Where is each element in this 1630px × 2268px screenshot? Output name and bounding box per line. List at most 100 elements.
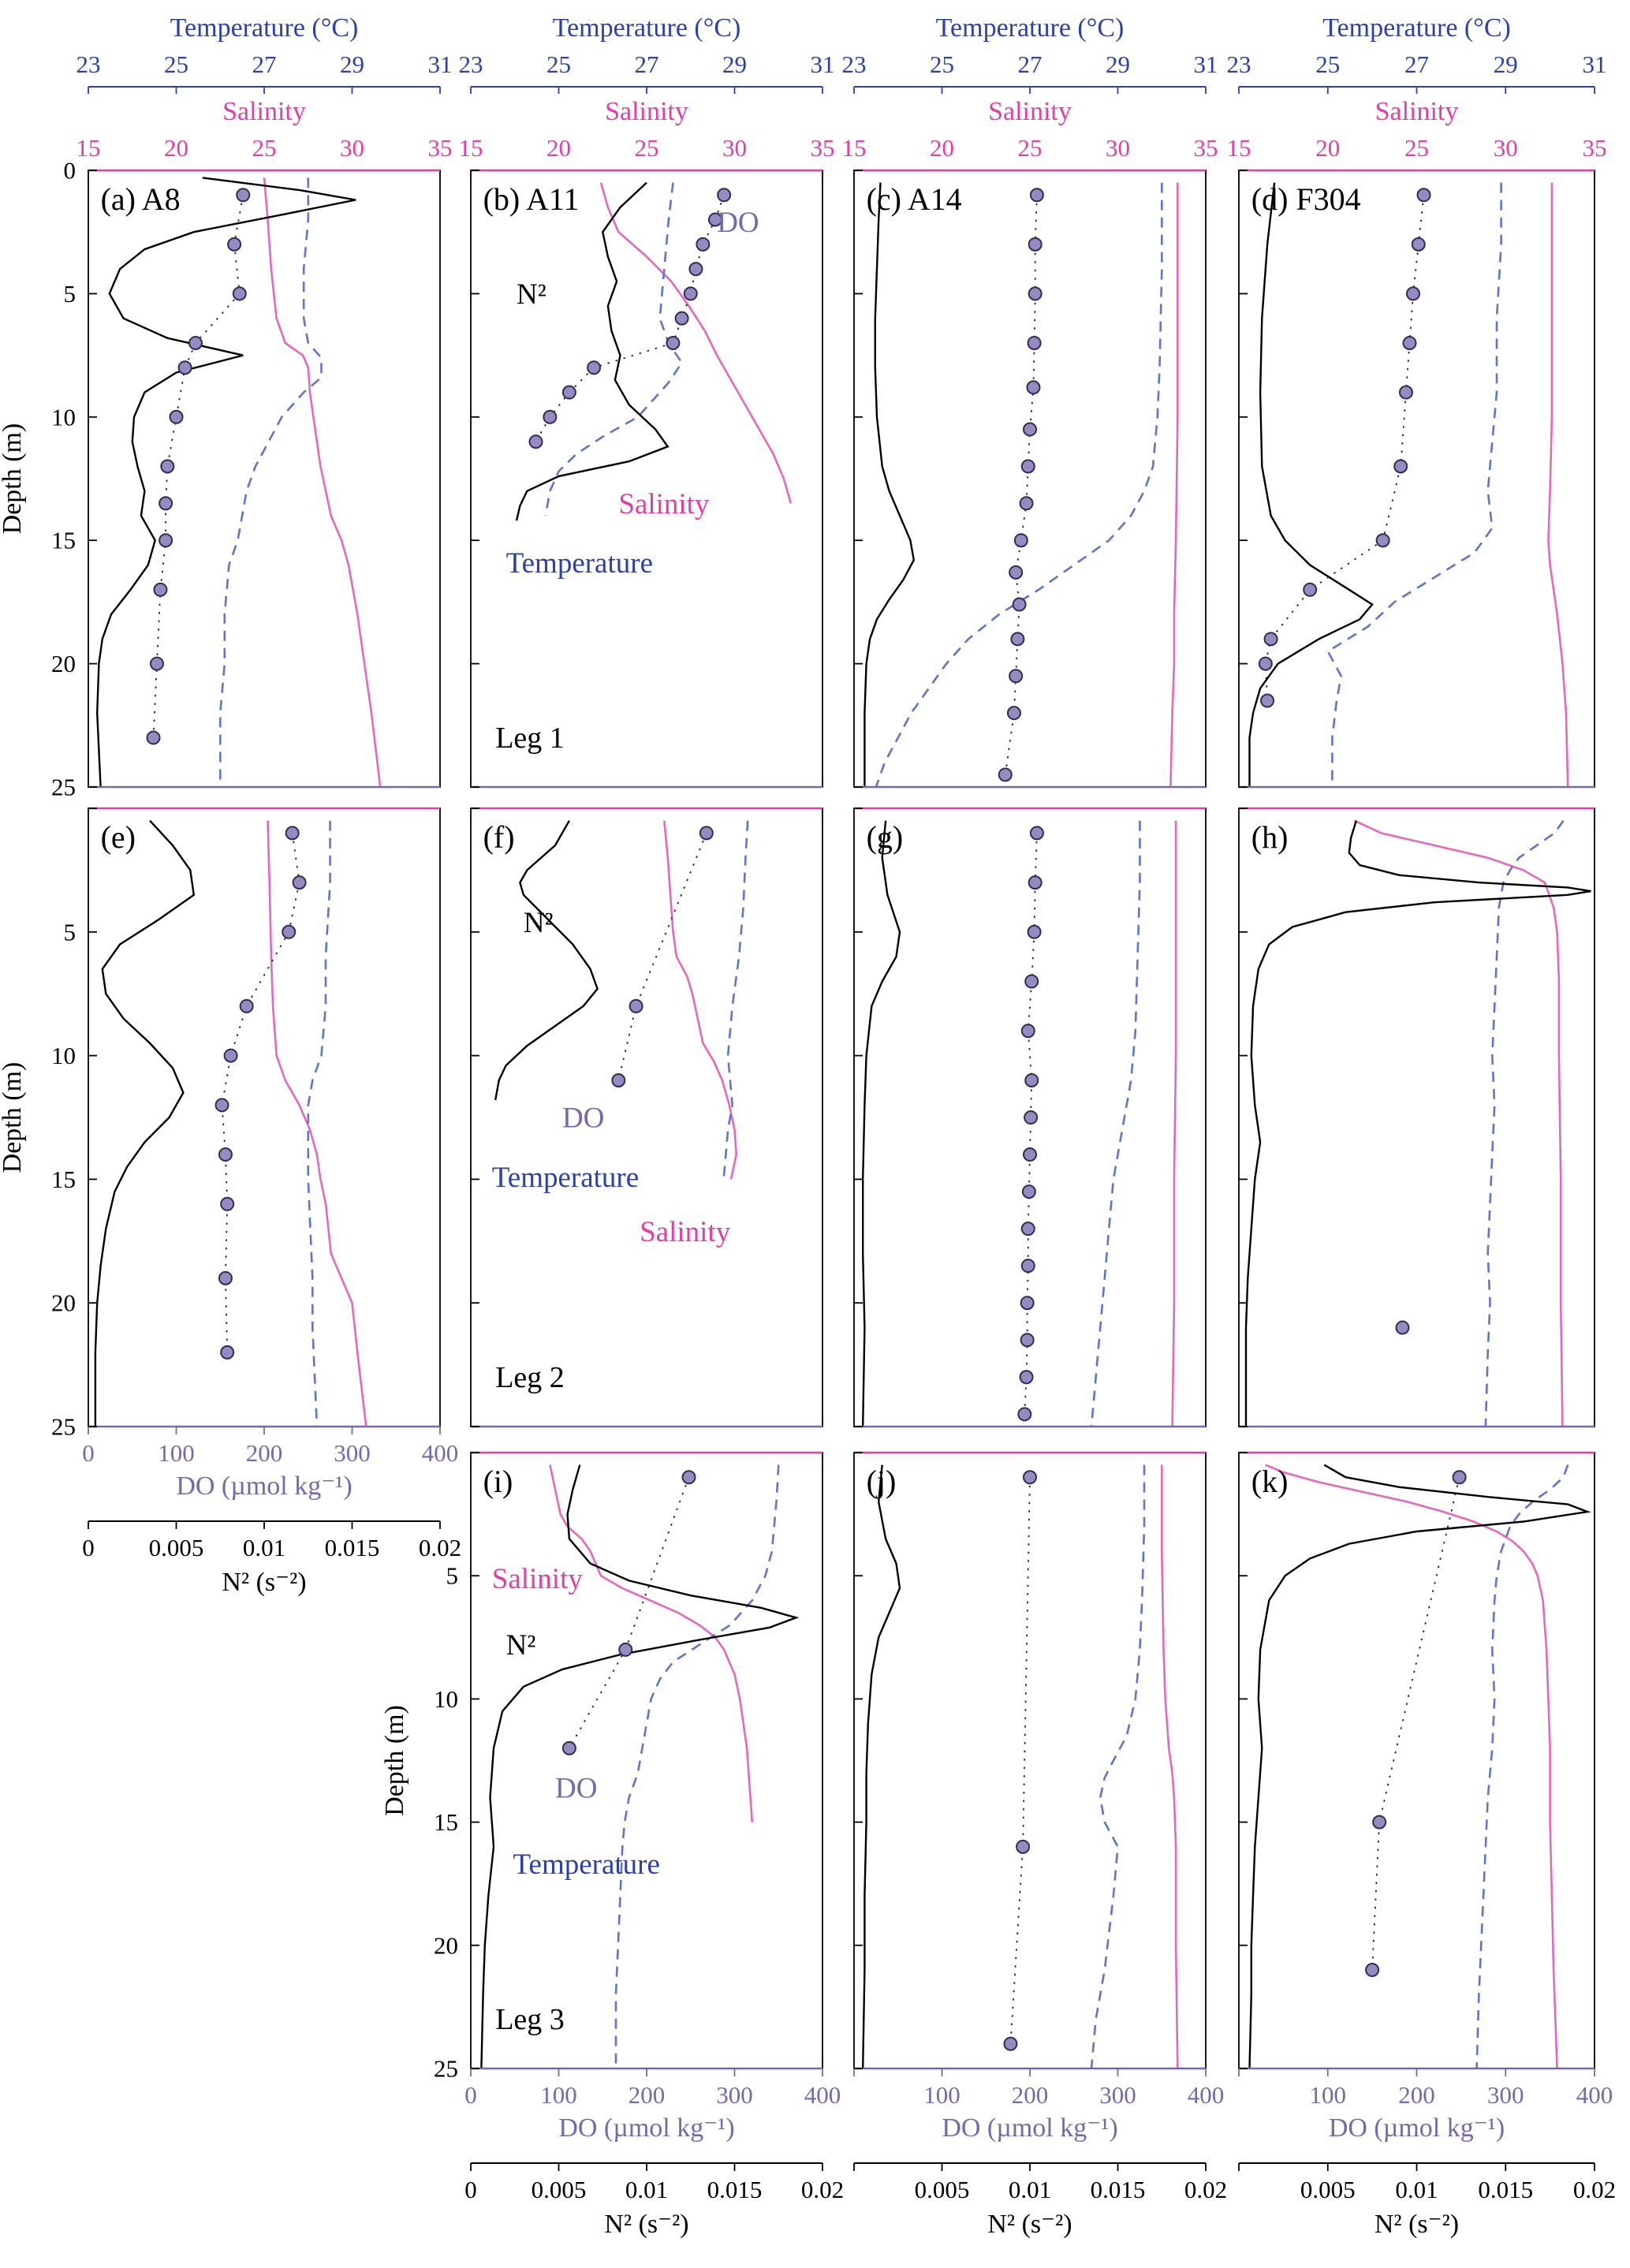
- do-tick-label: 100: [923, 2081, 960, 2109]
- temperature-tick-label: 23: [1227, 50, 1251, 78]
- salinity-tick-label: 35: [811, 134, 835, 162]
- do-point: [1365, 1963, 1380, 1978]
- n2-axis-title: N² (s⁻²): [604, 2210, 688, 2239]
- do-point: [618, 1642, 633, 1657]
- do-tick-label: 400: [804, 2081, 841, 2109]
- do-point: [688, 262, 703, 277]
- do-point: [1023, 1147, 1037, 1162]
- n2-line: [94, 819, 196, 1427]
- salinity-tick-label: 15: [1227, 134, 1251, 162]
- temperature-line: [1326, 182, 1502, 787]
- do-point: [528, 435, 543, 449]
- temperature-axis-title: Temperature (°C): [1322, 13, 1511, 43]
- n2-line: [1244, 820, 1591, 1427]
- temperature-line: [875, 182, 1163, 788]
- do-tick-label: 0: [82, 1439, 95, 1467]
- do-point: [1019, 1370, 1034, 1385]
- do-point: [218, 1147, 233, 1162]
- panel-label-b: (b) A11: [483, 181, 580, 217]
- do-point: [1009, 565, 1024, 580]
- temperature-tick-label: 25: [164, 50, 188, 78]
- do-point: [1019, 496, 1034, 511]
- panel-bg-j: [854, 1453, 1206, 2068]
- n2-tick-label: 0.005: [149, 1534, 204, 1561]
- annotation-temperature: Temperature: [506, 547, 653, 580]
- salinity-line: [549, 1464, 754, 1822]
- annotation-do: DO: [562, 1102, 604, 1135]
- depth-tick-label: 25: [434, 2055, 458, 2083]
- salinity-line: [663, 820, 738, 1180]
- salinity-line: [1354, 819, 1564, 1427]
- temperature-tick-label: 27: [252, 50, 277, 78]
- do-point: [159, 533, 173, 548]
- do-point: [1263, 632, 1278, 647]
- panel-bg-i: [471, 1453, 822, 2068]
- do-point: [1398, 385, 1413, 400]
- temperature-tick-label: 31: [1583, 50, 1607, 78]
- do-point: [611, 1072, 626, 1087]
- depth-tick-label: 5: [446, 1562, 459, 1590]
- salinity-line: [1169, 182, 1179, 788]
- temperature-axis-title: Temperature (°C): [553, 13, 741, 43]
- do-tick-label: 400: [422, 1439, 459, 1467]
- depth-axis-title: Depth (m): [380, 1705, 409, 1816]
- panel-bg-a: [88, 170, 440, 787]
- do-point: [1375, 533, 1390, 548]
- do-point: [1012, 597, 1027, 612]
- panel-label-i: (i): [483, 1464, 513, 1499]
- panel-label-f: (f): [483, 819, 515, 855]
- n2-line: [1248, 1464, 1591, 2069]
- do-point: [1411, 237, 1426, 252]
- do-point: [160, 459, 175, 474]
- do-point: [285, 826, 300, 841]
- do-axis-title: DO (µmol kg⁻¹): [942, 2113, 1117, 2143]
- n2-tick-label: 0.005: [915, 2176, 970, 2203]
- n2-axis-title: N² (s⁻²): [987, 2210, 1072, 2239]
- do-point: [699, 826, 714, 841]
- temperature-tick-label: 25: [546, 50, 571, 78]
- temperature-tick-label: 29: [1106, 50, 1130, 78]
- n2-tick-label: 0.01: [1009, 2176, 1051, 2203]
- n2-tick-label: 0.005: [532, 2176, 587, 2203]
- panel-label-k: (k): [1251, 1464, 1289, 1499]
- temperature-axis-title: Temperature (°C): [936, 13, 1125, 43]
- do-point: [1028, 286, 1043, 301]
- do-point: [1009, 669, 1024, 684]
- do-tick-label: 300: [334, 1439, 371, 1467]
- do-point: [188, 335, 203, 350]
- do-point: [177, 360, 192, 375]
- salinity-line: [267, 820, 367, 1427]
- annotation-salinity: Salinity: [640, 1216, 731, 1248]
- annotation-n: N²: [506, 1629, 536, 1662]
- salinity-tick-label: 20: [546, 134, 571, 162]
- salinity-tick-label: 20: [164, 134, 188, 162]
- panel-label-e: (e): [101, 819, 136, 855]
- do-point: [1023, 422, 1037, 437]
- panel-label-a: (a) A8: [101, 181, 181, 217]
- do-point: [218, 1270, 233, 1285]
- do-point: [1393, 459, 1408, 474]
- n2-tick-label: 0.015: [325, 1534, 380, 1561]
- panel-label-h: (h): [1251, 819, 1289, 855]
- temperature-tick-label: 29: [1494, 50, 1518, 78]
- temperature-line: [614, 1464, 780, 2068]
- temperature-tick-label: 23: [842, 50, 867, 78]
- n2-tick-label: 0.005: [1300, 2176, 1356, 2203]
- temperature-line: [1090, 1464, 1146, 2069]
- salinity-tick-label: 25: [1404, 134, 1429, 162]
- n2-line: [480, 1464, 800, 2069]
- depth-tick-label: 5: [64, 918, 76, 946]
- depth-tick-label: 15: [51, 1166, 76, 1193]
- do-tick-label: 200: [1012, 2081, 1049, 2109]
- do-point: [561, 385, 576, 400]
- panel-series-c: [863, 182, 1179, 788]
- do-point: [587, 360, 602, 375]
- temperature-tick-label: 31: [811, 50, 835, 78]
- depth-tick-label: 20: [51, 650, 76, 677]
- depth-tick-label: 10: [434, 1685, 458, 1713]
- do-point: [1021, 1184, 1036, 1199]
- n2-line: [494, 820, 599, 1101]
- do-point: [153, 582, 168, 597]
- do-point: [1023, 1470, 1037, 1485]
